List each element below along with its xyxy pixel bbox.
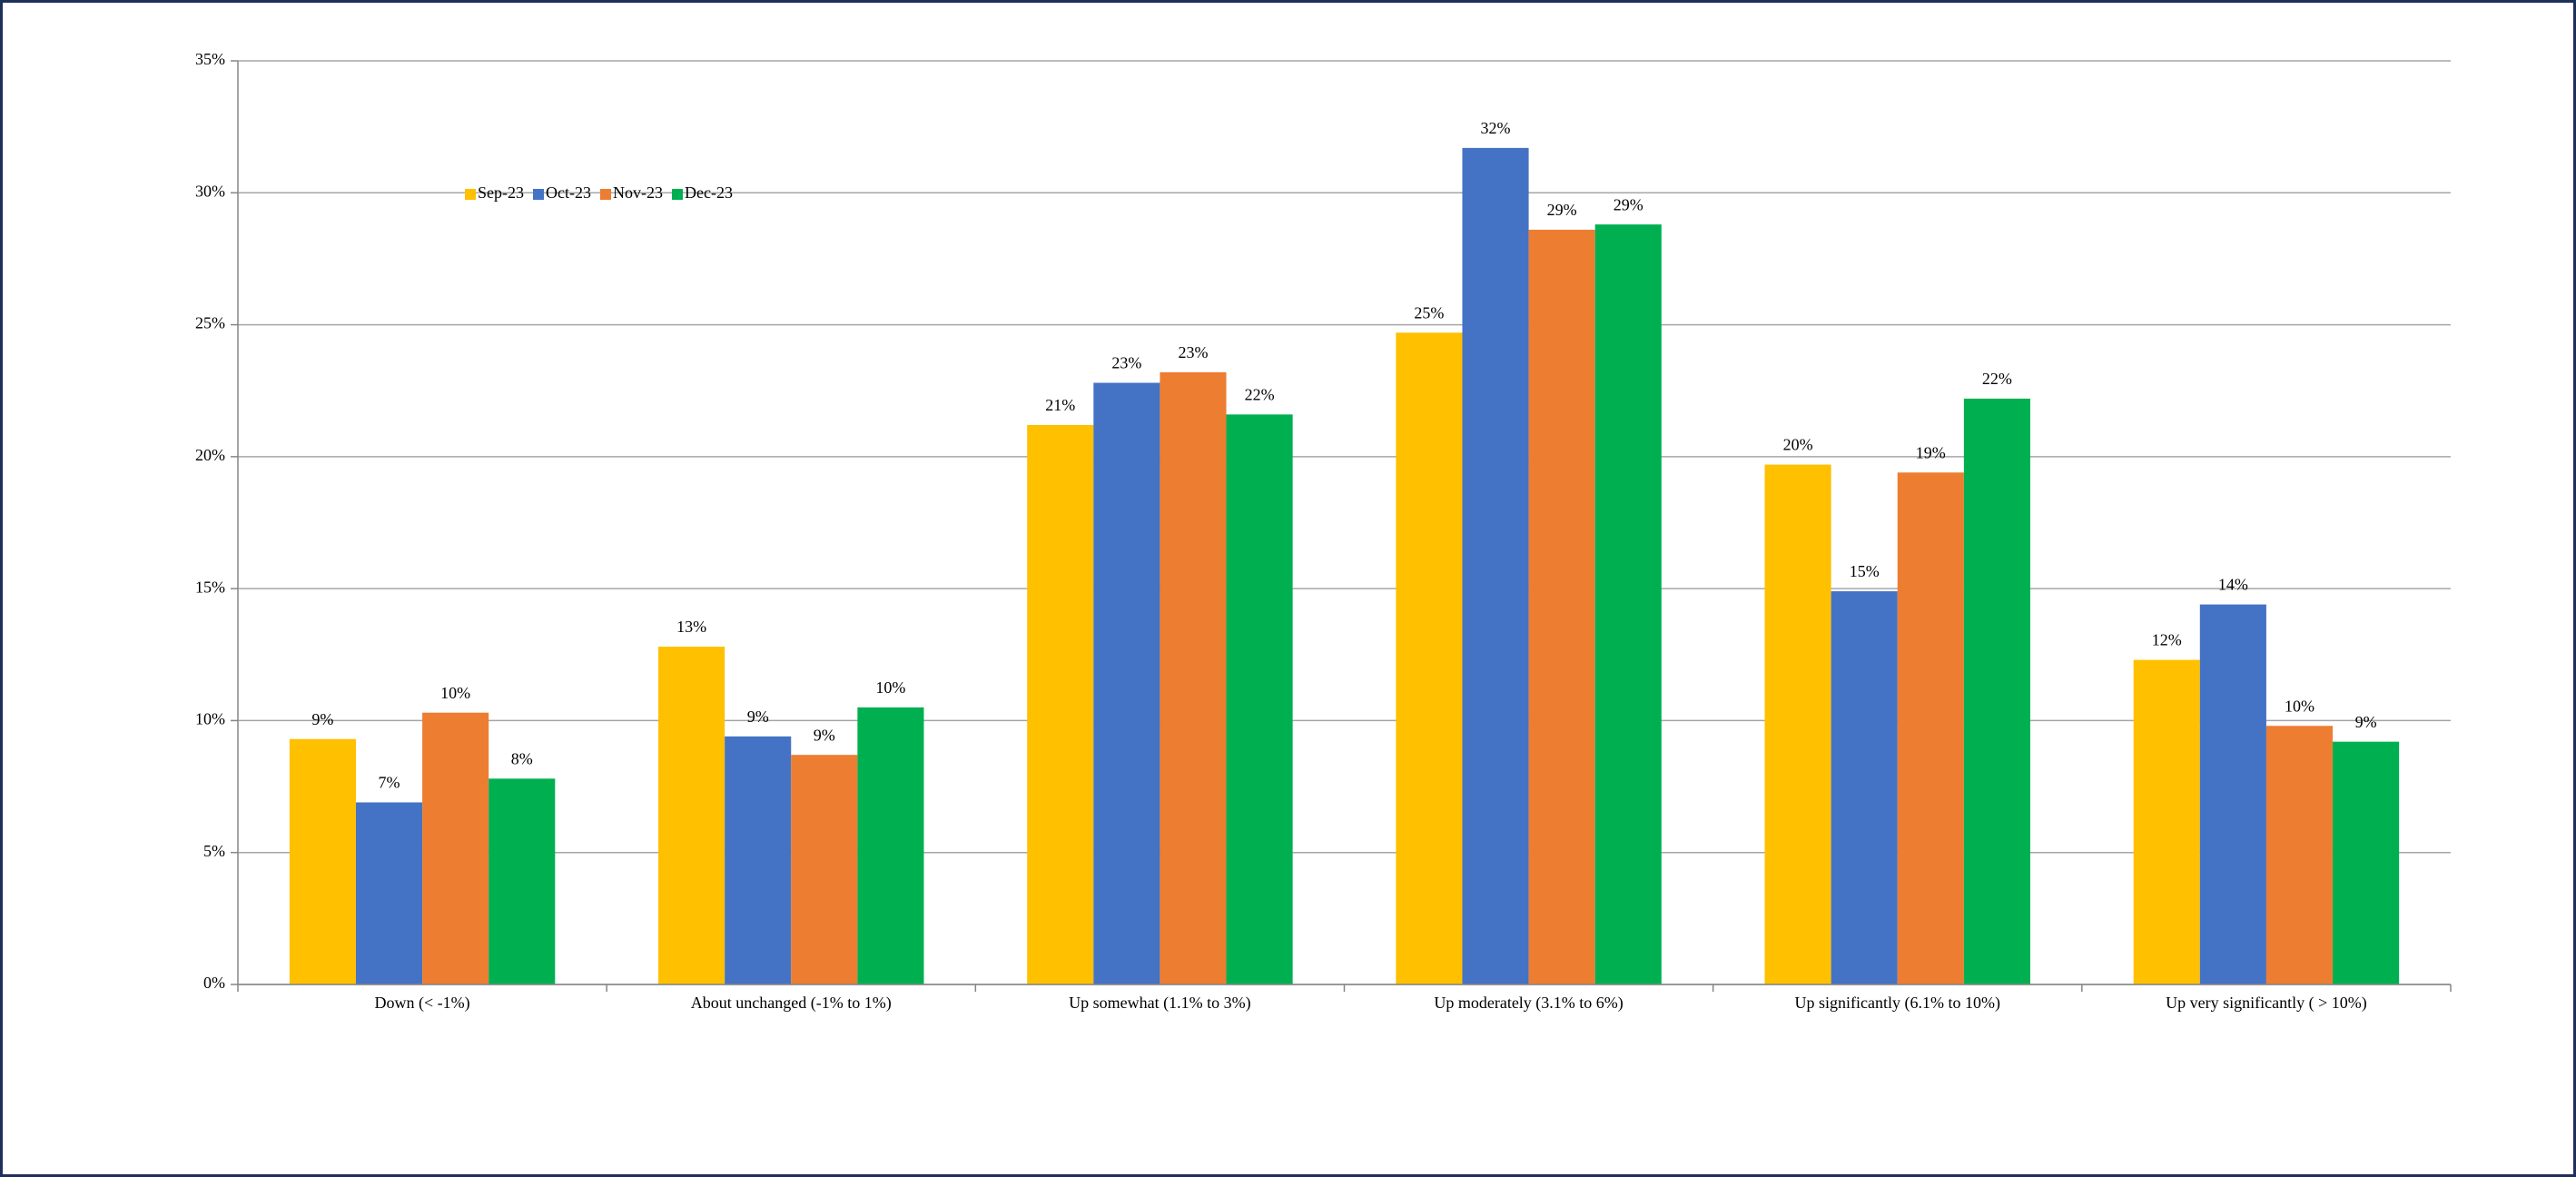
bar bbox=[725, 736, 792, 984]
value-label: 23% bbox=[1178, 343, 1208, 361]
value-label: 12% bbox=[2152, 631, 2182, 649]
x-tick-label: Up significantly (6.1% to 10%) bbox=[1795, 994, 2000, 1013]
legend-label: Nov-23 bbox=[613, 183, 663, 202]
value-label: 23% bbox=[1111, 354, 1141, 372]
bar bbox=[791, 755, 858, 984]
y-tick-label: 15% bbox=[195, 578, 225, 596]
y-tick-label: 5% bbox=[203, 842, 225, 860]
bar bbox=[2333, 741, 2400, 984]
bar bbox=[1093, 382, 1160, 984]
bar bbox=[355, 802, 423, 984]
legend-swatch bbox=[599, 189, 611, 200]
value-label: 10% bbox=[2285, 697, 2314, 715]
bar bbox=[1764, 464, 1831, 984]
bar bbox=[857, 707, 924, 984]
y-tick-label: 25% bbox=[195, 314, 225, 332]
bar bbox=[1462, 147, 1529, 985]
value-label: 15% bbox=[1850, 562, 1880, 580]
bar bbox=[289, 738, 356, 984]
value-label: 20% bbox=[1783, 436, 1813, 454]
value-label: 9% bbox=[2355, 713, 2377, 731]
legend-swatch bbox=[671, 189, 683, 200]
bar bbox=[489, 778, 556, 984]
value-label: 32% bbox=[1481, 119, 1511, 137]
bar bbox=[1160, 371, 1227, 985]
bar bbox=[658, 647, 725, 984]
bar bbox=[1528, 229, 1595, 985]
bar bbox=[1226, 414, 1293, 984]
value-label: 21% bbox=[1045, 396, 1075, 414]
value-label: 7% bbox=[379, 774, 400, 792]
x-tick-label: Up moderately (3.1% to 6%) bbox=[1434, 994, 1623, 1013]
legend-label: Dec-23 bbox=[685, 183, 733, 202]
legend-swatch bbox=[465, 189, 476, 200]
value-label: 9% bbox=[311, 710, 333, 728]
bar bbox=[1594, 224, 1662, 984]
value-label: 13% bbox=[676, 618, 706, 636]
legend-label: Oct-23 bbox=[546, 183, 591, 202]
value-label: 10% bbox=[440, 684, 470, 702]
x-tick-label: Down (< -1%) bbox=[375, 994, 470, 1013]
bar bbox=[2199, 604, 2266, 984]
x-tick-label: Up somewhat (1.1% to 3%) bbox=[1069, 994, 1250, 1013]
value-label: 22% bbox=[1982, 370, 2012, 388]
value-label: 9% bbox=[747, 707, 769, 726]
y-tick-label: 30% bbox=[195, 182, 225, 200]
legend-label: Sep-23 bbox=[478, 183, 524, 202]
bar bbox=[1831, 591, 1898, 984]
bar bbox=[1396, 332, 1463, 984]
value-label: 14% bbox=[2218, 576, 2248, 594]
bar bbox=[1963, 398, 2030, 985]
value-label: 9% bbox=[814, 726, 835, 744]
legend-swatch bbox=[533, 189, 544, 200]
value-label: 19% bbox=[1916, 443, 1946, 461]
bar bbox=[2265, 726, 2334, 984]
bar bbox=[2133, 659, 2200, 984]
bar bbox=[1897, 472, 1964, 984]
value-label: 29% bbox=[1547, 201, 1577, 219]
value-label: 25% bbox=[1414, 303, 1444, 321]
bar bbox=[1027, 424, 1094, 984]
y-tick-label: 35% bbox=[195, 50, 225, 68]
value-label: 29% bbox=[1614, 195, 1643, 213]
y-tick-label: 0% bbox=[203, 974, 225, 992]
value-label: 22% bbox=[1245, 385, 1275, 403]
bar bbox=[422, 712, 489, 984]
value-label: 8% bbox=[511, 749, 533, 767]
y-tick-label: 20% bbox=[195, 446, 225, 464]
y-tick-label: 10% bbox=[195, 710, 225, 728]
value-label: 10% bbox=[875, 678, 905, 697]
x-tick-label: Up very significantly ( > 10%) bbox=[2166, 994, 2367, 1013]
x-tick-label: About unchanged (-1% to 1%) bbox=[691, 994, 892, 1013]
